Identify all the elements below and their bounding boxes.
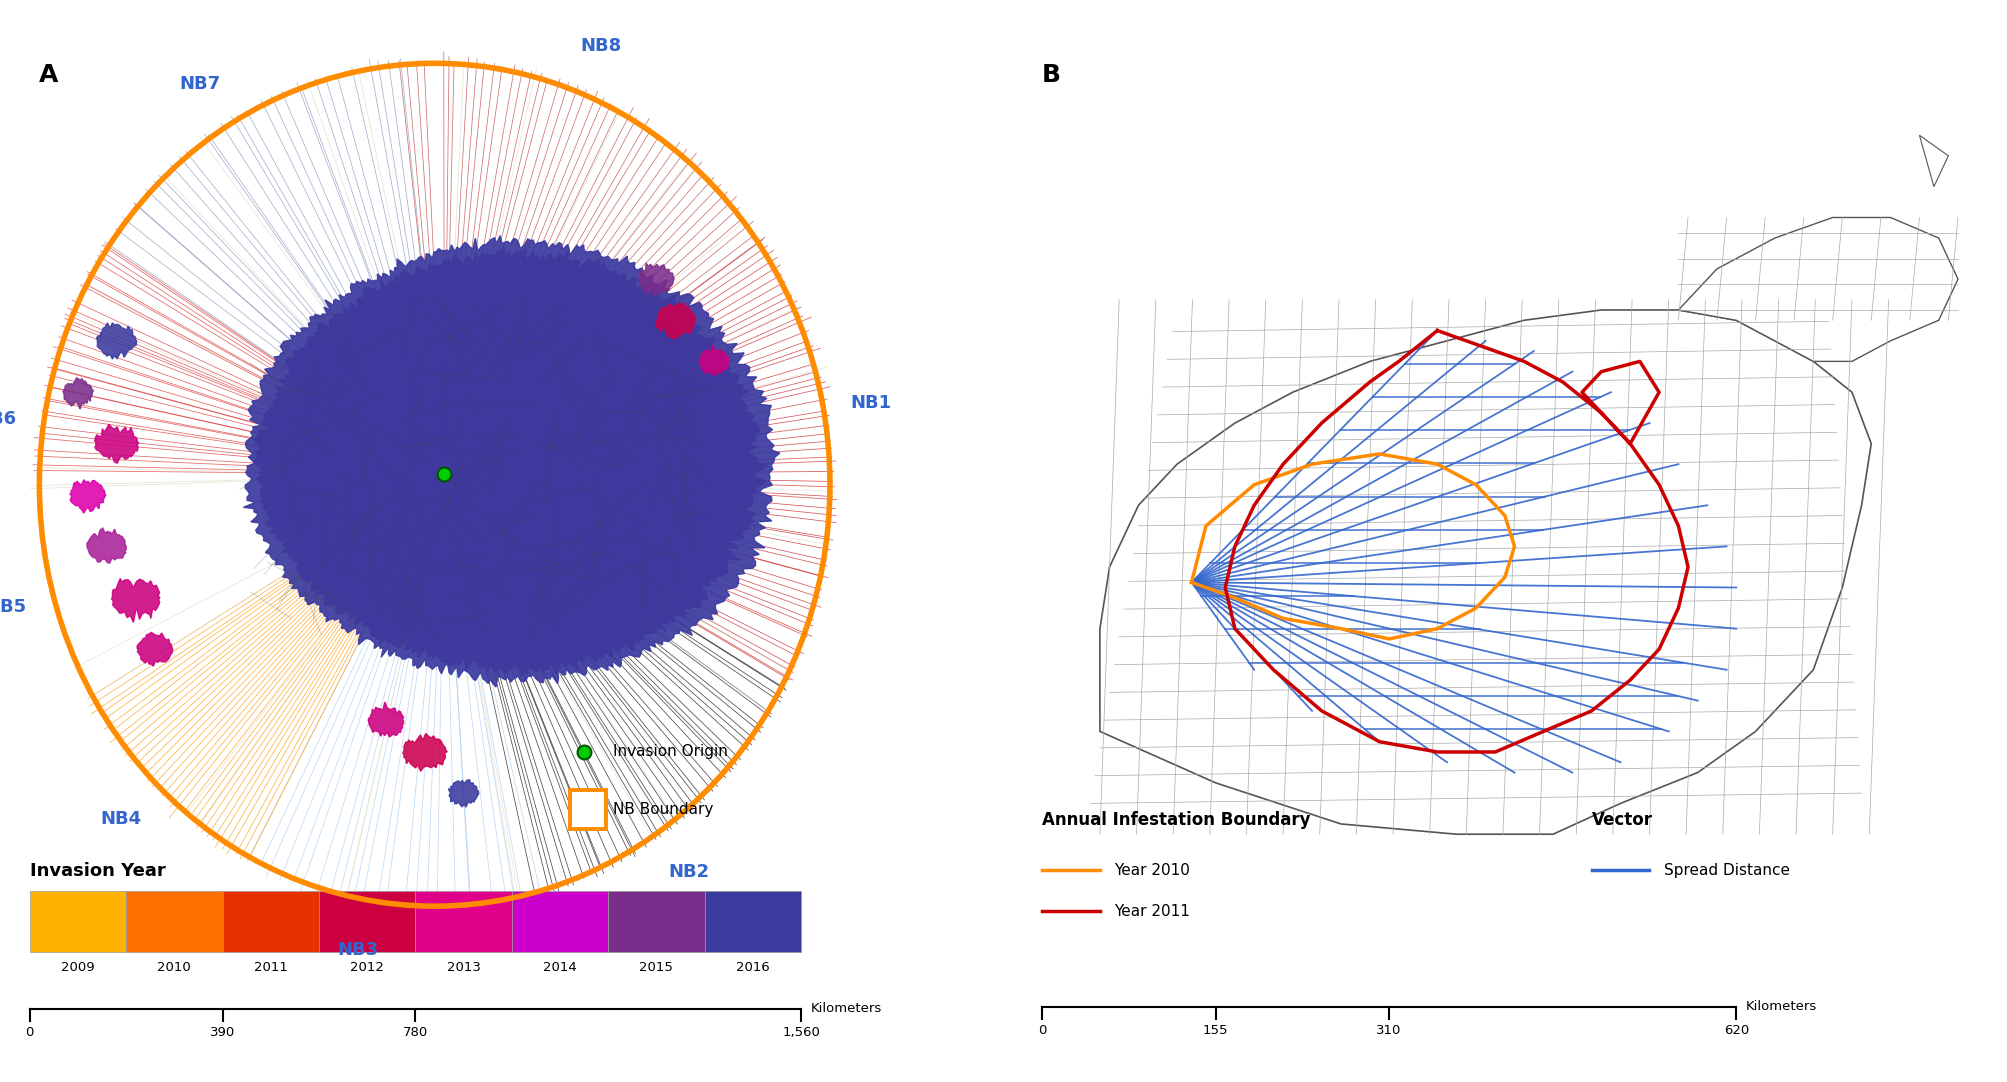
Text: NB3: NB3	[337, 941, 377, 960]
Text: NB8: NB8	[580, 38, 622, 55]
Polygon shape	[403, 397, 574, 536]
Text: Kilometers: Kilometers	[811, 1002, 881, 1016]
Polygon shape	[377, 369, 604, 563]
Text: NB Boundary: NB Boundary	[612, 802, 712, 817]
Polygon shape	[1100, 311, 1871, 834]
Polygon shape	[275, 265, 741, 657]
Text: Year 2010: Year 2010	[1114, 862, 1190, 878]
Text: 0: 0	[1038, 1025, 1046, 1038]
Polygon shape	[62, 378, 94, 409]
Text: 2013: 2013	[448, 961, 480, 974]
Text: 0: 0	[26, 1027, 34, 1040]
Text: Invasion Origin: Invasion Origin	[612, 744, 729, 760]
Text: NB7: NB7	[179, 75, 221, 93]
Text: 780: 780	[403, 1027, 427, 1040]
Text: NB6: NB6	[0, 410, 16, 427]
FancyBboxPatch shape	[608, 890, 704, 952]
Text: NB1: NB1	[851, 394, 891, 411]
FancyBboxPatch shape	[223, 890, 319, 952]
Text: NB5: NB5	[0, 598, 26, 616]
Polygon shape	[1678, 217, 1959, 361]
Text: B: B	[1042, 64, 1062, 88]
Polygon shape	[1919, 135, 1949, 187]
Polygon shape	[638, 263, 674, 296]
Text: Vector: Vector	[1592, 812, 1652, 829]
Polygon shape	[136, 632, 173, 667]
Text: 2014: 2014	[544, 961, 576, 974]
Polygon shape	[86, 528, 126, 563]
Polygon shape	[94, 424, 138, 463]
Text: 2016: 2016	[737, 961, 771, 974]
Polygon shape	[243, 236, 781, 687]
Text: 620: 620	[1724, 1025, 1748, 1038]
Text: A: A	[40, 64, 58, 88]
FancyBboxPatch shape	[126, 890, 223, 952]
Text: Annual Infestation Boundary: Annual Infestation Boundary	[1042, 812, 1311, 829]
Text: 1,560: 1,560	[783, 1027, 821, 1040]
FancyBboxPatch shape	[512, 890, 608, 952]
Polygon shape	[656, 303, 694, 339]
Text: 155: 155	[1202, 1025, 1228, 1038]
FancyBboxPatch shape	[415, 890, 512, 952]
Text: NB4: NB4	[100, 810, 142, 828]
Text: NB2: NB2	[668, 863, 710, 881]
Text: 2009: 2009	[60, 961, 94, 974]
Text: 310: 310	[1377, 1025, 1401, 1038]
Text: 2015: 2015	[640, 961, 672, 974]
Polygon shape	[96, 322, 136, 359]
Polygon shape	[112, 579, 161, 622]
Text: Spread Distance: Spread Distance	[1664, 862, 1790, 878]
Polygon shape	[349, 344, 644, 584]
Polygon shape	[698, 344, 729, 375]
Polygon shape	[70, 479, 106, 513]
FancyBboxPatch shape	[704, 890, 801, 952]
FancyBboxPatch shape	[30, 890, 126, 952]
FancyBboxPatch shape	[319, 890, 415, 952]
Polygon shape	[403, 734, 448, 771]
Polygon shape	[323, 315, 672, 612]
FancyBboxPatch shape	[570, 790, 606, 829]
Polygon shape	[301, 290, 706, 634]
Polygon shape	[448, 780, 480, 807]
Text: Kilometers: Kilometers	[1746, 1001, 1816, 1014]
Text: 2012: 2012	[351, 961, 383, 974]
Text: 2010: 2010	[157, 961, 191, 974]
Polygon shape	[255, 249, 769, 675]
Polygon shape	[367, 702, 403, 737]
Text: Year 2011: Year 2011	[1114, 903, 1190, 919]
Text: 2011: 2011	[253, 961, 287, 974]
Text: Invasion Year: Invasion Year	[30, 862, 165, 881]
Text: 390: 390	[211, 1027, 235, 1040]
